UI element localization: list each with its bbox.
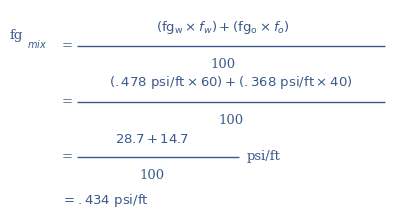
Text: $\mathit{mix}$: $\mathit{mix}$ <box>27 38 47 50</box>
Text: fg: fg <box>10 28 23 42</box>
Text: =: = <box>61 150 72 163</box>
Text: $28.7 + 14.7$: $28.7 + 14.7$ <box>115 132 189 146</box>
Text: psi/ft: psi/ft <box>247 150 281 163</box>
Text: 100: 100 <box>211 58 236 71</box>
Text: 100: 100 <box>218 114 244 127</box>
Text: $= .434\ \mathrm{psi/ft}$: $= .434\ \mathrm{psi/ft}$ <box>61 192 149 209</box>
Text: 100: 100 <box>139 169 165 182</box>
Text: =: = <box>61 39 72 53</box>
Text: =: = <box>61 95 72 108</box>
Text: $(.478\ \mathrm{psi/ft} \times 60) + (.368\ \mathrm{psi/ft} \times 40)$: $(.478\ \mathrm{psi/ft} \times 60) + (.3… <box>109 74 353 91</box>
Text: $(\mathrm{fg_w} \times f_w) + (\mathrm{fg_o} \times f_o)$: $(\mathrm{fg_w} \times f_w) + (\mathrm{f… <box>156 19 290 36</box>
